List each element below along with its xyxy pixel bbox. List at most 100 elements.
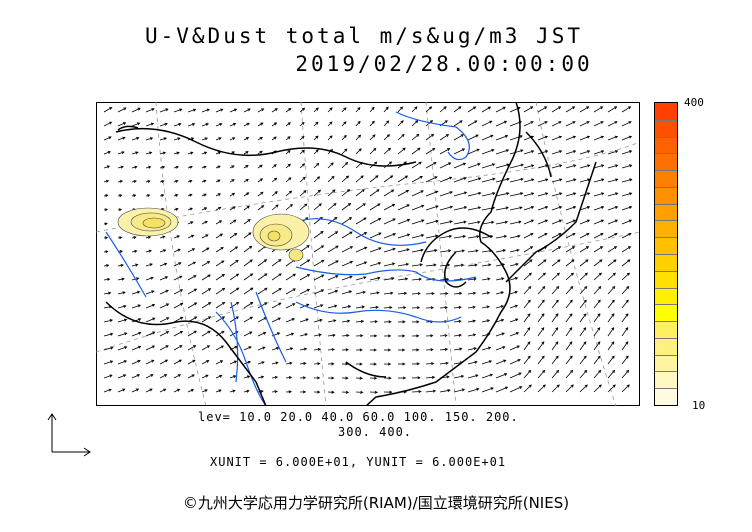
wind-arrow	[271, 204, 279, 211]
wind-arrow-head	[555, 313, 559, 317]
wind-arrow	[537, 327, 545, 337]
wind-arrow	[607, 136, 618, 141]
wind-arrow-head	[626, 285, 630, 290]
wind-arrow-head	[374, 390, 378, 394]
wind-arrow-head	[462, 235, 467, 239]
wind-arrow-head	[486, 305, 490, 309]
wind-arrow	[215, 220, 222, 225]
wind-arrow-head	[218, 220, 223, 224]
wind-arrow-head	[250, 302, 254, 305]
wind-arrow-head	[583, 327, 587, 331]
wind-arrow-head	[189, 193, 193, 197]
wind-arrow	[369, 277, 380, 281]
wind-arrow	[201, 302, 211, 309]
wind-arrow	[607, 313, 615, 323]
wind-arrow	[187, 123, 195, 127]
wind-arrow-head	[461, 388, 466, 392]
wind-arrow-head	[475, 374, 479, 378]
wind-arrow-head	[164, 276, 169, 280]
wind-arrow-head	[435, 219, 439, 223]
wind-arrow	[509, 291, 518, 295]
wind-arrow-head	[264, 287, 268, 291]
wind-arrow-head	[108, 388, 112, 392]
wind-arrow	[439, 348, 448, 351]
wind-arrow	[187, 248, 195, 253]
wind-arrow-head	[544, 135, 549, 139]
wind-arrow-head	[317, 376, 321, 380]
wind-arrow-head	[406, 248, 410, 252]
wind-arrow-head	[416, 133, 420, 137]
wind-arrow-head	[204, 389, 208, 393]
wind-arrow-head	[516, 248, 520, 252]
wind-arrow-head	[585, 246, 590, 250]
wind-arrow-head	[559, 164, 563, 168]
wind-arrow	[341, 148, 348, 155]
wind-arrow-head	[232, 122, 237, 126]
wind-arrow	[425, 220, 439, 225]
wind-arrow	[173, 152, 180, 155]
wind-arrow	[285, 347, 293, 351]
wind-arrow	[229, 273, 239, 281]
wind-arrow	[159, 317, 169, 323]
wind-arrow-head	[449, 220, 453, 224]
wind-arrow	[565, 150, 576, 155]
wind-arrow	[593, 370, 601, 379]
wind-arrow	[327, 305, 337, 309]
wind-arrow-head	[301, 107, 306, 111]
wind-arrow	[383, 248, 396, 253]
wind-arrow-head	[343, 107, 347, 111]
wind-arrow	[369, 175, 379, 183]
wind-arrow	[593, 341, 601, 351]
wind-arrow	[495, 346, 505, 351]
wind-arrow-head	[599, 259, 603, 263]
wind-arrow-head	[400, 120, 404, 124]
colorbar-swatch	[655, 337, 677, 355]
wind-arrow	[145, 317, 155, 323]
wind-arrow	[495, 135, 508, 141]
wind-arrow	[579, 355, 587, 365]
wind-arrow-head	[278, 259, 282, 263]
wind-arrow	[481, 178, 495, 183]
wind-arrow	[523, 206, 534, 211]
wind-arrow	[425, 205, 439, 211]
wind-arrow	[411, 106, 418, 113]
wind-arrow-head	[189, 165, 193, 169]
wind-arrow	[397, 307, 406, 309]
wind-arrow-head	[207, 288, 212, 292]
colorbar-swatch	[655, 103, 677, 120]
wind-arrow	[187, 109, 196, 113]
wind-arrow	[593, 219, 604, 225]
wind-arrow-head	[528, 272, 532, 276]
wind-arrow-head	[518, 372, 522, 376]
wind-arrow-head	[302, 176, 306, 180]
wind-arrow-head	[488, 360, 493, 364]
wind-arrow	[341, 290, 352, 295]
wind-arrow-head	[391, 277, 395, 281]
wind-arrow	[593, 206, 604, 211]
wind-arrow-head	[232, 206, 236, 210]
wind-arrow	[509, 135, 523, 141]
wind-arrow	[495, 277, 504, 281]
wind-arrow	[523, 327, 531, 337]
wind-arrow-head	[461, 249, 466, 253]
wind-arrow-head	[121, 277, 125, 281]
wind-arrow	[565, 370, 573, 379]
wind-arrow-head	[515, 262, 519, 266]
wind-arrow-head	[444, 334, 448, 338]
wind-arrow	[579, 219, 590, 225]
colorbar-max-label: 400	[684, 96, 704, 109]
wind-arrow-head	[476, 387, 480, 391]
wind-arrow	[313, 122, 319, 127]
wind-arrow-head	[435, 205, 439, 209]
wind-arrow-head	[541, 327, 545, 331]
wind-arrow-head	[446, 277, 450, 281]
wind-arrow-head	[597, 341, 601, 345]
wind-arrow-head	[613, 246, 618, 250]
wind-arrow-head	[545, 150, 549, 154]
wind-arrow	[565, 164, 576, 169]
wind-arrow-head	[571, 259, 575, 263]
wind-arrow	[173, 389, 180, 393]
wind-arrow-head	[317, 390, 321, 394]
wind-arrow	[117, 107, 127, 113]
wind-arrow-head	[556, 272, 560, 276]
